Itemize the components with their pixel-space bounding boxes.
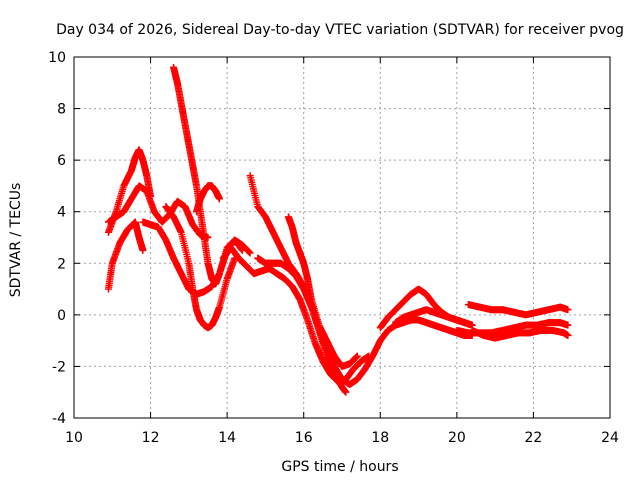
x-tick-label: 14: [218, 430, 236, 446]
series-arc-2: [104, 146, 155, 236]
series-arc-3: [104, 218, 147, 293]
series-arc-16: [468, 326, 572, 342]
y-tick-label: 8: [57, 102, 66, 118]
x-tick-label: 16: [295, 430, 313, 446]
series-arc-11: [254, 254, 476, 388]
y-tick-label: 2: [57, 256, 66, 272]
data-point: [215, 195, 223, 203]
y-tick-label: -2: [52, 359, 66, 375]
series-arc-14: [464, 301, 572, 319]
data-point: [564, 321, 572, 329]
chart-title: Day 034 of 2026, Sidereal Day-to-day VTE…: [56, 22, 624, 38]
data-point: [147, 192, 155, 200]
data-marks: [104, 63, 572, 396]
data-point: [342, 388, 350, 396]
series-arc-6: [162, 203, 239, 332]
x-axis-label: GPS time / hours: [281, 459, 398, 475]
series-arc-5: [170, 63, 254, 288]
x-tick-label: 22: [525, 430, 543, 446]
y-tick-label: 10: [48, 50, 66, 66]
y-tick-label: 6: [57, 153, 66, 169]
data-point: [139, 246, 147, 254]
x-tick-label: 24: [601, 430, 619, 446]
data-point: [353, 352, 361, 360]
y-axis-label: SDTVAR / TECUs: [8, 183, 24, 298]
x-tick-label: 10: [65, 430, 83, 446]
y-tick-label: 0: [57, 308, 66, 324]
data-point: [564, 306, 572, 314]
series-arc-13: [392, 306, 476, 329]
plot-frame: [73, 56, 611, 419]
x-tick-label: 18: [371, 430, 389, 446]
data-point: [246, 249, 254, 257]
data-point: [564, 331, 572, 339]
x-tick-label: 20: [448, 430, 466, 446]
y-tick-label: 4: [57, 205, 66, 221]
x-tick-label: 12: [142, 430, 160, 446]
series-arc-7: [193, 182, 223, 216]
y-tick-label: -4: [52, 411, 66, 427]
